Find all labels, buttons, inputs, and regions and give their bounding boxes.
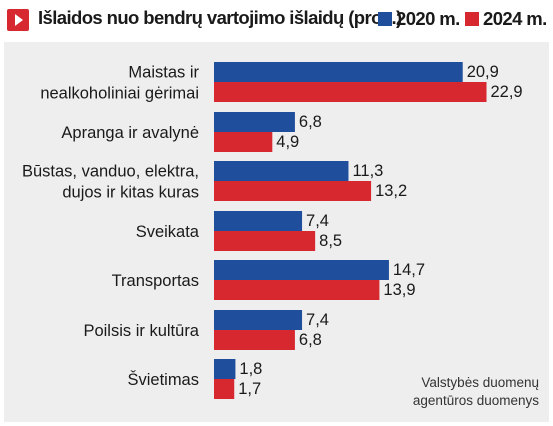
category-label: Poilsis ir kultūra xyxy=(83,322,199,340)
bar-2024 xyxy=(214,280,380,300)
chart-header: Išlaidos nuo bendrų vartojimo išlaidų (p… xyxy=(0,0,553,40)
value-label: 1,7 xyxy=(238,380,261,398)
bar-2020 xyxy=(214,211,303,231)
value-label: 1,8 xyxy=(239,360,262,378)
category-label: Būstas, vanduo, elektra, dujos ir kitas k… xyxy=(22,163,199,202)
bar-2020 xyxy=(214,310,303,330)
category-label: Švietimas xyxy=(127,370,199,389)
bar-2024 xyxy=(214,181,372,201)
chart-title: Išlaidos nuo bendrų vartojimo išlaidų (p… xyxy=(38,7,402,28)
value-label: 22,9 xyxy=(491,83,523,101)
legend-swatch-2020 xyxy=(378,12,392,26)
bar-2024 xyxy=(214,330,295,350)
value-label: 7,4 xyxy=(306,311,329,329)
category-label: Apranga ir avalynė xyxy=(61,124,199,142)
value-label: 6,8 xyxy=(299,331,322,349)
legend-label-2024: 2024 m. xyxy=(483,8,547,29)
play-icon xyxy=(7,9,29,31)
category-label: Sveikata xyxy=(136,223,200,241)
value-label: 14,7 xyxy=(393,261,425,279)
legend-label-2020: 2020 m. xyxy=(396,8,460,29)
value-label: 13,2 xyxy=(375,182,407,200)
bar-2020 xyxy=(214,359,236,379)
legend-item-2020: 2020 m. xyxy=(378,7,460,31)
legend-item-2024: 2024 m. xyxy=(465,7,547,31)
value-label: 11,3 xyxy=(352,162,383,180)
bar-2024 xyxy=(214,379,235,399)
category-label: Transportas xyxy=(112,272,199,290)
legend-swatch-2024 xyxy=(465,12,479,26)
category-label: Maistas ir nealkoholiniai gėrimai xyxy=(40,64,199,103)
value-label: 7,4 xyxy=(306,212,329,230)
bar-2020 xyxy=(214,112,295,132)
bar-2020 xyxy=(214,161,349,181)
value-label: 8,5 xyxy=(319,232,342,250)
value-label: 6,8 xyxy=(299,113,322,131)
bar-2020 xyxy=(214,260,389,280)
bar-2024 xyxy=(214,82,487,102)
source-note: Valstybės duomenų agentūros duomenys xyxy=(412,375,539,408)
bar-2020 xyxy=(214,62,463,82)
value-label: 13,9 xyxy=(383,281,415,299)
value-label: 20,9 xyxy=(467,63,499,81)
bar-2024 xyxy=(214,132,273,152)
value-label: 4,9 xyxy=(276,133,299,151)
bar-2024 xyxy=(214,231,316,251)
